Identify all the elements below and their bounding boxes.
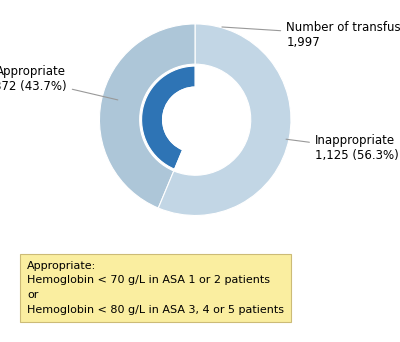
- Text: Number of transfusions
1,997: Number of transfusions 1,997: [222, 22, 400, 50]
- Circle shape: [163, 87, 228, 152]
- Text: Inappropriate
1,125 (56.3%): Inappropriate 1,125 (56.3%): [286, 134, 399, 162]
- Wedge shape: [174, 66, 249, 173]
- Text: Appropriate:
Hemoglobin < 70 g/L in ASA 1 or 2 patients
or
Hemoglobin < 80 g/L i: Appropriate: Hemoglobin < 70 g/L in ASA …: [27, 261, 284, 315]
- Wedge shape: [100, 24, 195, 208]
- Text: Appropriate
872 (43.7%): Appropriate 872 (43.7%): [0, 65, 118, 100]
- Wedge shape: [142, 66, 195, 169]
- Wedge shape: [158, 24, 291, 215]
